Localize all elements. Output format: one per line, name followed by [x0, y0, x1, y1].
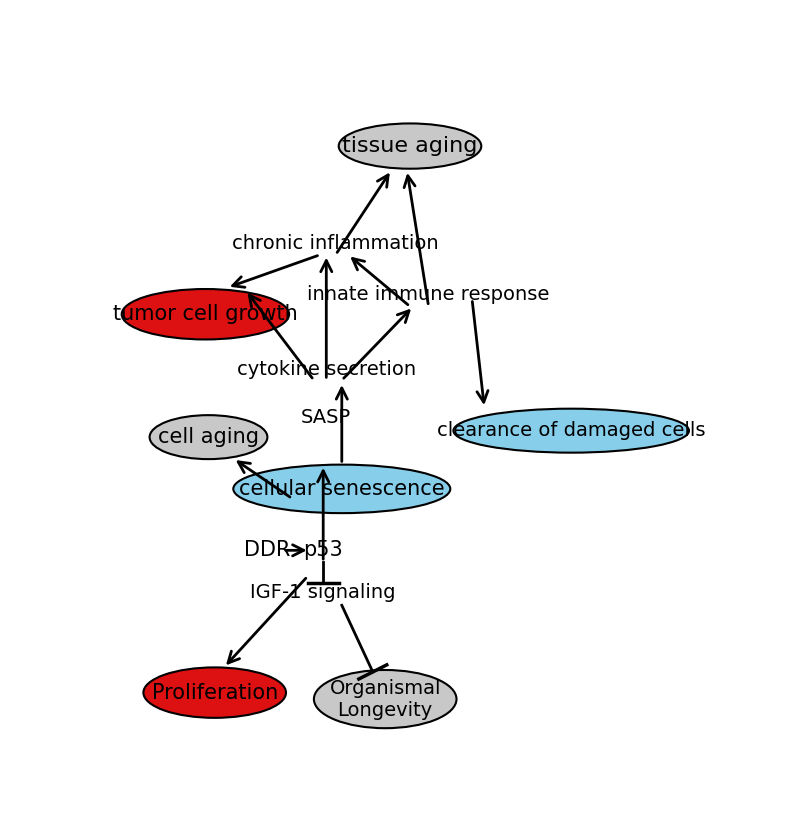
Ellipse shape — [314, 670, 457, 728]
Text: tissue aging: tissue aging — [342, 136, 478, 156]
Text: cytokine secretion: cytokine secretion — [237, 360, 416, 379]
Ellipse shape — [338, 123, 482, 169]
Ellipse shape — [234, 465, 450, 513]
Ellipse shape — [454, 409, 689, 453]
Ellipse shape — [122, 289, 289, 339]
Text: IGF-1 signaling: IGF-1 signaling — [250, 583, 396, 602]
Text: Proliferation: Proliferation — [151, 683, 278, 702]
Text: tumor cell growth: tumor cell growth — [113, 304, 298, 324]
Text: SASP: SASP — [302, 408, 351, 428]
Text: Organismal
Longevity: Organismal Longevity — [330, 679, 441, 720]
Ellipse shape — [143, 668, 286, 718]
Text: DDR: DDR — [244, 540, 290, 560]
Text: chronic inflammation: chronic inflammation — [232, 234, 439, 253]
Text: innate immune response: innate immune response — [307, 286, 550, 304]
Text: clearance of damaged cells: clearance of damaged cells — [437, 421, 706, 440]
Text: cellular senescence: cellular senescence — [239, 479, 445, 499]
Text: cell aging: cell aging — [158, 427, 259, 447]
Ellipse shape — [150, 415, 267, 459]
Text: p53: p53 — [303, 540, 343, 560]
